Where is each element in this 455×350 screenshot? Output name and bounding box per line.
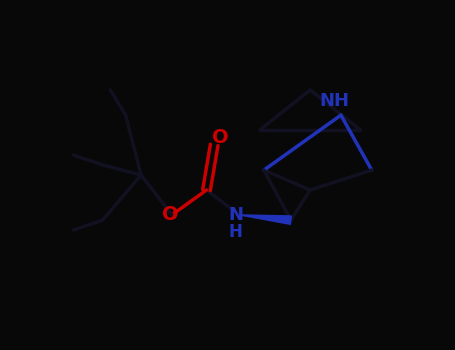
Polygon shape xyxy=(239,215,291,224)
Text: H: H xyxy=(229,223,243,242)
Text: O: O xyxy=(212,128,229,147)
Text: O: O xyxy=(162,205,178,224)
Text: NH: NH xyxy=(319,92,349,110)
Text: N: N xyxy=(228,206,243,224)
